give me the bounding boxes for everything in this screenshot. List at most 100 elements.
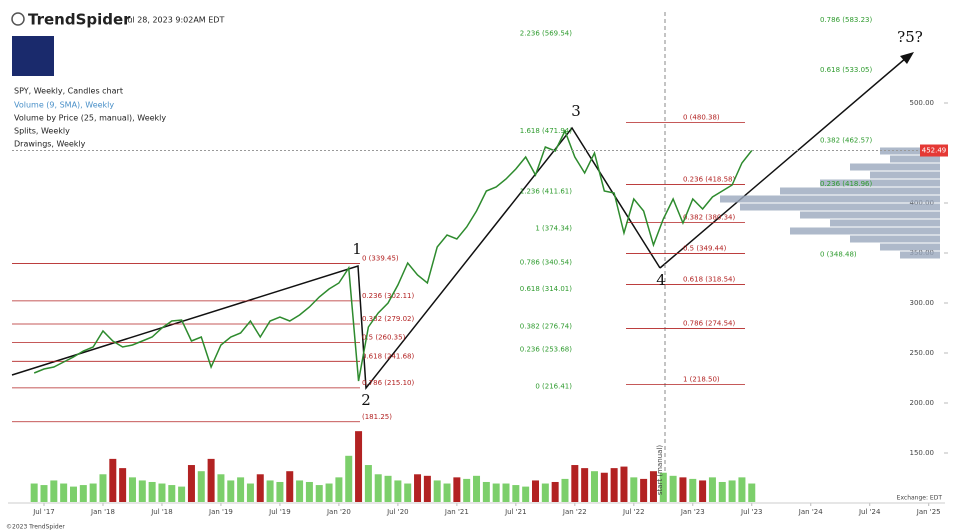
volume-profile-bar — [830, 219, 940, 227]
fib-label: 0.382 (276.74) — [520, 322, 572, 330]
indicator-label: Drawings, Weekly — [14, 140, 86, 149]
volume-profile-bar — [890, 155, 940, 163]
fib-label: 0.618 (533.05) — [820, 66, 872, 74]
volume-bar — [40, 485, 48, 502]
x-tick-label: Jan '25 — [916, 508, 941, 516]
volume-profile-bar — [820, 179, 940, 187]
fib-label: 0.618 (241.68) — [362, 352, 414, 360]
marker-label: start (manual) — [656, 445, 664, 495]
volume-bar — [551, 481, 559, 502]
volume-bar — [423, 475, 431, 502]
volume-profile-bar — [880, 243, 940, 251]
x-tick-label: Jan '22 — [562, 508, 587, 516]
volume-bar — [325, 483, 333, 502]
volume-profile-bar — [800, 211, 940, 219]
fib-label: 0.5 (260.35) — [362, 334, 406, 342]
volume-bar — [640, 478, 648, 502]
fib-label: 0.236 (418.96) — [820, 180, 872, 188]
volume-bar — [168, 485, 176, 502]
copyright: ©2023 TrendSpider — [6, 524, 65, 531]
price-line — [33, 129, 753, 382]
volume-bar — [119, 468, 127, 502]
fib-label: 2.236 (569.54) — [520, 29, 572, 37]
x-tick-label: Jul '21 — [504, 508, 527, 516]
fib-label: 0.382 (462.57) — [820, 136, 872, 144]
volume-profile-bar — [880, 147, 940, 155]
volume-bar — [482, 481, 490, 502]
volume-bar — [50, 480, 58, 502]
volume-bar — [600, 472, 608, 502]
volume-bar — [79, 485, 87, 502]
fib-label: 0.786 (583.23) — [820, 16, 872, 24]
volume-bar — [433, 480, 441, 502]
fib-label: 0.382 (380.34) — [683, 214, 735, 222]
volume-bar — [286, 471, 294, 502]
fib-label: 1 (218.50) — [683, 376, 720, 384]
x-tick-label: Jan '23 — [680, 508, 705, 516]
volume-bar — [443, 483, 451, 502]
y-tick-label: 300.00 — [910, 299, 935, 307]
wave-label: 3 — [571, 102, 581, 120]
volume-bar — [276, 481, 284, 502]
wave-label: ?5? — [897, 28, 923, 46]
volume-bar — [532, 480, 539, 502]
x-tick-label: Jan '19 — [208, 508, 233, 516]
volume-bar — [30, 483, 38, 502]
volume-profile-bar — [850, 235, 940, 243]
volume-bar — [138, 480, 146, 502]
volume-profile-bar — [720, 195, 940, 203]
last-price-label: 452.49 — [922, 147, 947, 155]
x-tick-label: Jul '17 — [32, 508, 55, 516]
volume-bar — [246, 483, 254, 502]
volume-bar — [610, 468, 618, 502]
volume-bar — [502, 483, 510, 502]
x-tick-label: Jan '18 — [90, 508, 115, 516]
volume-bar — [207, 458, 215, 502]
x-tick-label: Jul '24 — [858, 508, 881, 516]
indicator-label: Splits, Weekly — [14, 127, 70, 136]
volume-profile-bar — [780, 187, 940, 195]
volume-bar — [708, 477, 716, 502]
volume-bar — [718, 481, 726, 502]
volume-bar — [473, 475, 481, 502]
volume-bar — [404, 483, 412, 502]
volume-profile-bar — [900, 251, 940, 259]
y-tick-label: 500.00 — [910, 99, 935, 107]
fib-label: 0.786 (274.54) — [683, 319, 735, 327]
timestamp: Jul 28, 2023 9:02AM EDT — [124, 16, 224, 25]
volume-bar — [266, 480, 274, 502]
logo-icon — [11, 12, 25, 26]
volume-bar — [178, 486, 186, 502]
indicator-label: Volume by Price (25, manual), Weekly — [14, 114, 166, 123]
volume-bar — [335, 477, 343, 502]
volume-bar — [620, 466, 628, 502]
volume-profile-bar — [740, 203, 940, 211]
volume-bar — [364, 465, 372, 502]
fib-label: 0.786 (340.54) — [520, 258, 572, 266]
fib-label: 1.236 (411.61) — [520, 187, 572, 195]
fib-label: 0.236 (302.11) — [362, 292, 414, 300]
y-tick-label: 150.00 — [910, 449, 935, 457]
volume-bar — [187, 465, 195, 502]
volume-bar — [384, 475, 392, 502]
fib-label: 0.382 (279.02) — [362, 315, 414, 323]
volume-bar — [669, 475, 677, 502]
volume-bar — [728, 480, 736, 502]
x-tick-label: Jan '21 — [444, 508, 469, 516]
volume-bar — [590, 471, 598, 502]
brand: TrendSpider — [28, 11, 131, 29]
wave-label: 4 — [656, 271, 666, 289]
volume-bar — [355, 431, 363, 502]
fib-label: 0 (216.41) — [535, 383, 572, 391]
x-tick-label: Jul '18 — [150, 508, 173, 516]
x-tick-label: Jan '20 — [326, 508, 351, 516]
arrow-head — [900, 52, 914, 64]
volume-bar — [305, 481, 313, 502]
fib-label: 0.236 (253.68) — [520, 345, 572, 353]
y-tick-label: 400.00 — [910, 199, 935, 207]
last-price-box — [920, 144, 948, 157]
x-tick-label: Jul '23 — [740, 508, 763, 516]
volume-bar — [315, 485, 323, 502]
x-tick-label: Jan '24 — [798, 508, 823, 516]
volume-bar — [148, 481, 156, 502]
